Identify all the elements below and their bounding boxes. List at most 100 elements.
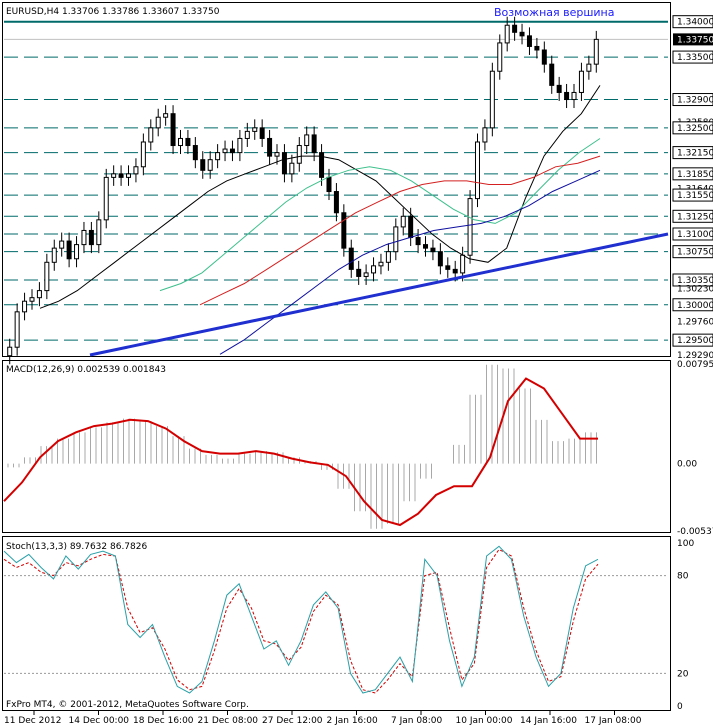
stoch-axis-label: 80 <box>677 572 689 582</box>
time-label: 2 Jan 16:00 <box>327 716 379 726</box>
support-trendline[interactable] <box>89 232 669 357</box>
price-label: 1.32900 <box>677 96 713 106</box>
time-label: 11 Dec 2012 <box>4 716 62 726</box>
price-label: 1.30750 <box>677 248 713 258</box>
candle-body <box>341 212 347 249</box>
trendline-segment <box>89 232 669 357</box>
stoch-signal-line <box>3 548 599 694</box>
level-box <box>672 245 713 259</box>
candle-body <box>88 229 94 246</box>
candle-body <box>311 134 317 154</box>
price-label: 1.29500 <box>677 336 713 346</box>
candle-body <box>59 240 65 249</box>
stoch-axis-label: 0 <box>677 702 683 712</box>
candle-body <box>274 152 280 157</box>
level-box <box>672 146 713 160</box>
candle-body <box>44 261 50 292</box>
time-label: 18 Dec 16:00 <box>133 716 194 726</box>
candle-body <box>571 91 577 101</box>
time-label: 27 Dec 12:00 <box>262 716 323 726</box>
annotation-label: Возможная вершина <box>494 6 615 19</box>
candle-body <box>489 70 495 129</box>
candle-body <box>363 272 369 277</box>
footer-credit: FxPro MT4, © 2001-2012, MetaQuotes Softw… <box>6 700 249 710</box>
level-box <box>672 227 713 241</box>
price-label: 1.32150 <box>677 149 713 159</box>
candle-body <box>51 247 57 263</box>
candle-body <box>423 244 429 249</box>
macd-axis-label: -0.005378 <box>677 527 713 537</box>
stoch-header: Stoch(13,3,3) 89.7632 86.7826 <box>6 542 147 552</box>
candle-body <box>118 173 124 178</box>
candle-body <box>200 159 206 171</box>
current-price-box <box>673 33 713 46</box>
candle-body <box>415 237 421 246</box>
candle-body <box>378 261 384 267</box>
level-box <box>672 188 713 202</box>
macd-axis-label: 0.007958 <box>677 360 713 370</box>
candle-body <box>549 63 555 86</box>
candle-body <box>304 134 310 147</box>
macd-indicator: 0.007958 0.00 -0.005378 <box>3 360 713 537</box>
candle-body <box>593 38 599 65</box>
stoch-axis-label: 100 <box>677 539 694 549</box>
candle-body <box>385 251 391 263</box>
candle-body <box>482 127 488 143</box>
ma-line <box>39 85 601 309</box>
level-box <box>672 121 713 135</box>
stoch-axis-label: 20 <box>677 669 689 679</box>
time-label: 17 Jan 08:00 <box>585 716 642 726</box>
candle-body <box>564 91 570 101</box>
candle-body <box>14 311 20 348</box>
candle-body <box>437 251 443 267</box>
price-label: 1.33500 <box>677 53 713 63</box>
candle-body <box>467 198 473 256</box>
candle-body <box>281 152 287 175</box>
candle-body <box>519 31 525 37</box>
price-label: 1.34000 <box>677 18 713 28</box>
candle-body <box>452 268 458 274</box>
price-label: 1.30000 <box>677 301 713 311</box>
macd-axis-label: 0.00 <box>677 460 697 470</box>
candle-body <box>192 145 198 161</box>
candle-body <box>170 113 176 147</box>
time-label: 14 Dec 00:00 <box>69 716 130 726</box>
candle-body <box>267 137 273 157</box>
ma-line <box>199 155 601 306</box>
candle-body <box>155 116 161 129</box>
time-axis: 11 Dec 2012 14 Dec 00:00 18 Dec 16:00 21 De… <box>4 711 642 726</box>
main-header: EURUSD,H4 1.33706 1.33786 1.33607 1.3375… <box>6 7 220 17</box>
candle-body <box>74 244 80 260</box>
candle-body <box>185 137 191 147</box>
macd-panel-frame <box>2 360 671 533</box>
candle-body <box>512 24 518 33</box>
candle-body <box>474 141 480 200</box>
candle-body <box>111 173 117 178</box>
price-label: 1.31250 <box>677 212 713 222</box>
candle-body <box>222 148 228 154</box>
candle-body <box>526 35 532 47</box>
candle-body <box>96 219 102 246</box>
candle-body <box>430 247 436 253</box>
level-box <box>672 209 713 223</box>
candle-body <box>504 24 510 44</box>
price-label: 1.29290 <box>677 351 713 361</box>
candle-body <box>29 297 35 302</box>
macd-header: MACD(12,26,9) 0.002539 0.001843 <box>6 365 166 375</box>
candle-body <box>133 166 139 175</box>
price-label: 1.31850 <box>677 170 713 180</box>
moving-averages <box>39 85 601 355</box>
level-box <box>672 93 713 107</box>
candle-body <box>36 290 42 299</box>
time-label: 21 Dec 08:00 <box>198 716 259 726</box>
price-label: 1.31000 <box>677 230 713 240</box>
candle-body <box>326 176 332 193</box>
level-box <box>672 333 713 347</box>
candle-body <box>578 70 584 93</box>
candle-body <box>408 215 414 239</box>
candle-body <box>259 127 265 139</box>
candle-body <box>356 268 362 277</box>
level-box <box>672 298 713 312</box>
level-box <box>672 273 713 287</box>
candle-body <box>237 137 243 154</box>
